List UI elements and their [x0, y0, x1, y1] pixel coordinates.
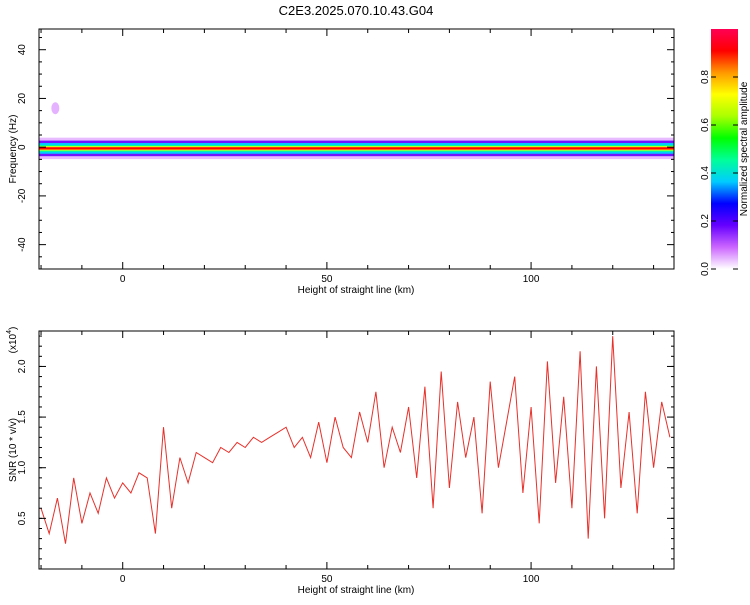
spectrogram-y-tick-label: 20 — [17, 92, 28, 104]
colorbar-tick-label: 0.2 — [700, 214, 711, 228]
snr-y-tick-label: 1.5 — [17, 410, 28, 424]
colorbar-tick-label: 0.8 — [700, 70, 711, 84]
spectrogram-y-tick-label: -40 — [17, 237, 28, 252]
snr-plot-area — [40, 336, 671, 544]
colorbar: 0.0 0.2 0.4 0.6 0.8 Normalized spectral ampl… — [700, 29, 750, 276]
spectrogram-heatmap — [39, 102, 674, 160]
snr-y-label: SNR (10 * v/v) — [8, 418, 19, 482]
colorbar-tick-label: 0.4 — [700, 166, 711, 180]
snr-scale-label: (x104) — [6, 327, 19, 354]
spectrogram-y-tick-label: 40 — [17, 44, 28, 56]
spectrogram-x-label: Height of straight line (km) — [298, 285, 415, 296]
snr-x-tick-label: 50 — [321, 574, 333, 585]
snr-y-tick-label: 2.0 — [17, 359, 28, 373]
spectrogram-x-tick-label: 0 — [120, 274, 126, 285]
snr-y-tick-label: 0.5 — [17, 511, 28, 525]
spectrogram-panel: 0 50 100 -40 -20 0 20 40 Height of straight lin… — [8, 28, 675, 296]
snr-series-line — [40, 336, 671, 544]
spectrogram-x-tick-label: 100 — [523, 274, 540, 285]
spectrogram-y-tick-label: -20 — [17, 188, 28, 203]
spectrogram-band-layer — [39, 147, 674, 150]
colorbar-label: Normalized spectral amplitude — [739, 81, 750, 216]
snr-y-tick-label: 1.0 — [17, 460, 28, 474]
spectrogram-y-label: Frequency (Hz) — [8, 115, 19, 184]
snr-x-label: Height of straight line (km) — [298, 585, 415, 596]
snr-panel: 0 50 100 0.5 1.0 1.5 2.0 Height of straight li… — [6, 327, 675, 596]
figure-title: C2E3.2025.070.10.43.G04 — [279, 3, 434, 18]
colorbar-tick-label: 0.6 — [700, 118, 711, 132]
spectrogram-outlier — [51, 102, 60, 115]
colorbar-ticks: 0.0 0.2 0.4 0.6 0.8 — [700, 70, 738, 276]
spectrogram-x-tick-label: 50 — [321, 274, 333, 285]
snr-x-tick-label: 100 — [523, 574, 540, 585]
snr-x-tick-label: 0 — [120, 574, 126, 585]
spectrogram-y-tick-label: 0 — [17, 144, 28, 150]
snr-axes: 0 50 100 0.5 1.0 1.5 2.0 — [17, 331, 674, 585]
svg-text:(x104): (x104) — [6, 327, 19, 354]
spectrogram-axes: 0 50 100 -40 -20 0 20 40 — [17, 29, 674, 285]
colorbar-gradient — [711, 29, 738, 269]
colorbar-tick-label: 0.0 — [700, 262, 711, 276]
spectrogram-frame — [38, 28, 675, 270]
snr-frame — [38, 330, 675, 570]
